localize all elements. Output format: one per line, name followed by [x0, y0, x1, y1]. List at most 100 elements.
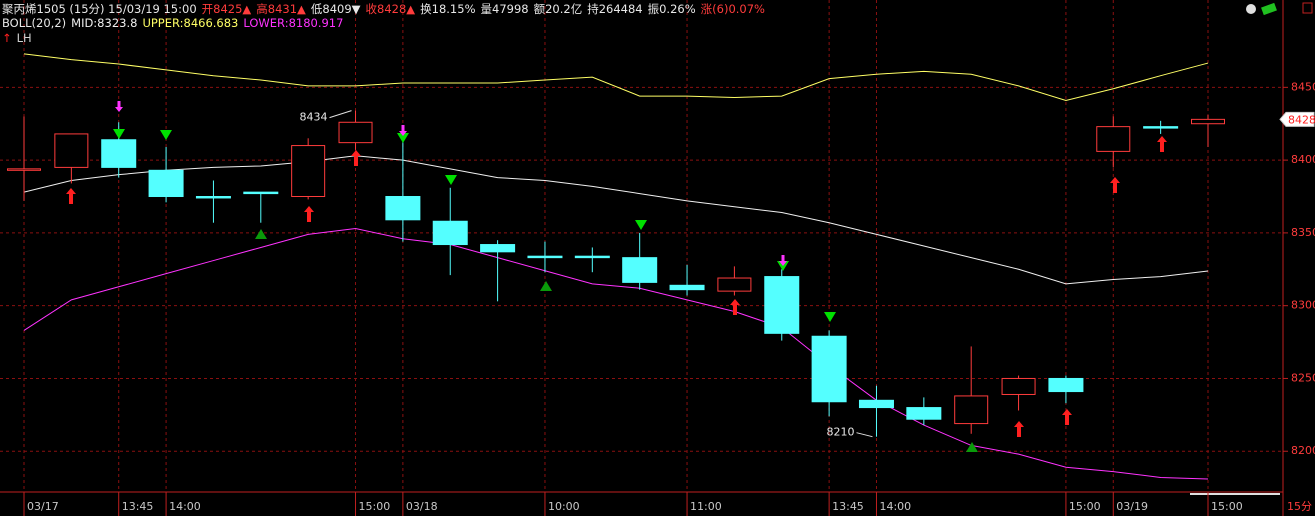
buy-arrow [1157, 136, 1167, 152]
candle-body [385, 196, 421, 221]
buy-arrow [351, 150, 361, 166]
buy-arrow [730, 299, 740, 315]
candle-body [243, 191, 279, 195]
corner-label: 15分 [1287, 500, 1312, 513]
indicator-name: BOLL(20,2) [2, 16, 67, 30]
buy-arrow [1014, 421, 1024, 437]
y-tick-label: 8400 [1291, 153, 1315, 166]
legend-entry: MID:8323.8 [71, 16, 138, 30]
candle-body [432, 220, 468, 246]
down-arrow [779, 255, 787, 266]
y-tick-label: 8200 [1291, 444, 1315, 457]
indicator-lines [23, 53, 1209, 480]
low-annotation: 8210 [826, 426, 854, 439]
signal-legend: ↑ LH [2, 31, 32, 45]
price-tag [1279, 111, 1315, 127]
header-item: 涨(6)0.07% [700, 2, 765, 16]
y-tick-label: 8300 [1291, 299, 1315, 312]
x-tick-label: 11:00 [690, 500, 722, 513]
candle-body [1096, 126, 1131, 152]
legend-entry: UPPER:8466.683 [142, 16, 239, 30]
buy-arrow [66, 188, 76, 204]
x-tick-label: 15:00 [1069, 500, 1101, 513]
high-annotation: 8434 [300, 111, 328, 124]
legend: BOLL(20,2) MID:8323.8 UPPER:8466.683 LOWER… [2, 16, 343, 30]
indicator-line [23, 228, 1209, 480]
header: 聚丙烯1505 (15分) 15/03/19 15:00 开8425▲ 高8431▲… [2, 1, 765, 17]
header-item: 额20.2亿 [533, 2, 583, 16]
candle-body [954, 395, 989, 425]
candle-body [669, 284, 705, 291]
header-item: 收8428▲ [365, 2, 416, 16]
clock-icon [1246, 4, 1256, 14]
header-item: 量47998 [480, 2, 529, 16]
indicator-line [23, 53, 1209, 101]
header-item: 低8409▼ [310, 2, 361, 16]
candle-body [480, 244, 516, 253]
candle-body [291, 145, 326, 198]
x-tick-label: 15:00 [359, 500, 391, 513]
x-tick-label: 15:00 [1211, 500, 1243, 513]
x-tick-label: 13:45 [122, 500, 154, 513]
down-arrow [399, 125, 407, 136]
candle-body [1143, 126, 1179, 129]
window-icon [1302, 2, 1313, 14]
indicator-line [23, 155, 1209, 285]
header-item: 开8425▲ [201, 2, 252, 16]
signals [66, 101, 1167, 452]
tool-icon [1261, 2, 1277, 16]
annotation-leader [329, 110, 352, 119]
buy-arrow [304, 206, 314, 222]
sell-signal [160, 130, 172, 140]
annotation-leader [856, 432, 873, 438]
price-tag-label: 8428 [1288, 113, 1315, 126]
candle-body [148, 169, 184, 198]
sell-signal [824, 312, 836, 322]
buy-arrow [1062, 409, 1072, 425]
candle-body [858, 399, 894, 409]
candle-body [622, 257, 658, 283]
y-tick-label: 8250 [1291, 371, 1315, 384]
sell-signal [113, 129, 125, 139]
signal-name: LH [16, 31, 32, 45]
sell-signal [445, 175, 457, 185]
y-tick-label: 8350 [1291, 226, 1315, 239]
x-tick-label: 13:45 [832, 500, 864, 513]
candle-body [1191, 118, 1225, 125]
candle-body [811, 335, 847, 403]
low-signal [540, 281, 552, 291]
sell-signal [635, 220, 647, 230]
candle-body [1048, 377, 1084, 393]
candle-body [7, 168, 41, 171]
candle-body [527, 255, 563, 259]
sell-signal [397, 133, 409, 143]
x-tick-label: 14:00 [879, 500, 911, 513]
candle-body [1001, 377, 1036, 395]
header-item: 高8431▲ [256, 2, 306, 16]
x-tick-label: 14:00 [169, 500, 201, 513]
legend-entry: LOWER:8180.917 [243, 16, 344, 30]
candle-body [574, 255, 610, 259]
candles [7, 110, 1225, 437]
low-signal [255, 229, 267, 239]
header-item: 持264484 [587, 2, 643, 16]
header-item: 换18.15% [420, 2, 476, 16]
candle-body [338, 121, 373, 144]
down-arrow [115, 101, 123, 112]
candle-body [717, 277, 752, 292]
header-item: 聚丙烯1505 (15分) 15/03/19 15:00 [2, 2, 197, 16]
header-item: 振0.26% [647, 2, 696, 16]
candle-body [195, 196, 231, 199]
candle-body [764, 276, 800, 334]
signal-icon: ↑ [2, 31, 12, 45]
x-tick-label: 03/18 [406, 500, 438, 513]
candle-body [101, 139, 137, 168]
candle-body [906, 407, 942, 420]
x-tick-label: 10:00 [548, 500, 580, 513]
buy-arrow [1110, 177, 1120, 193]
